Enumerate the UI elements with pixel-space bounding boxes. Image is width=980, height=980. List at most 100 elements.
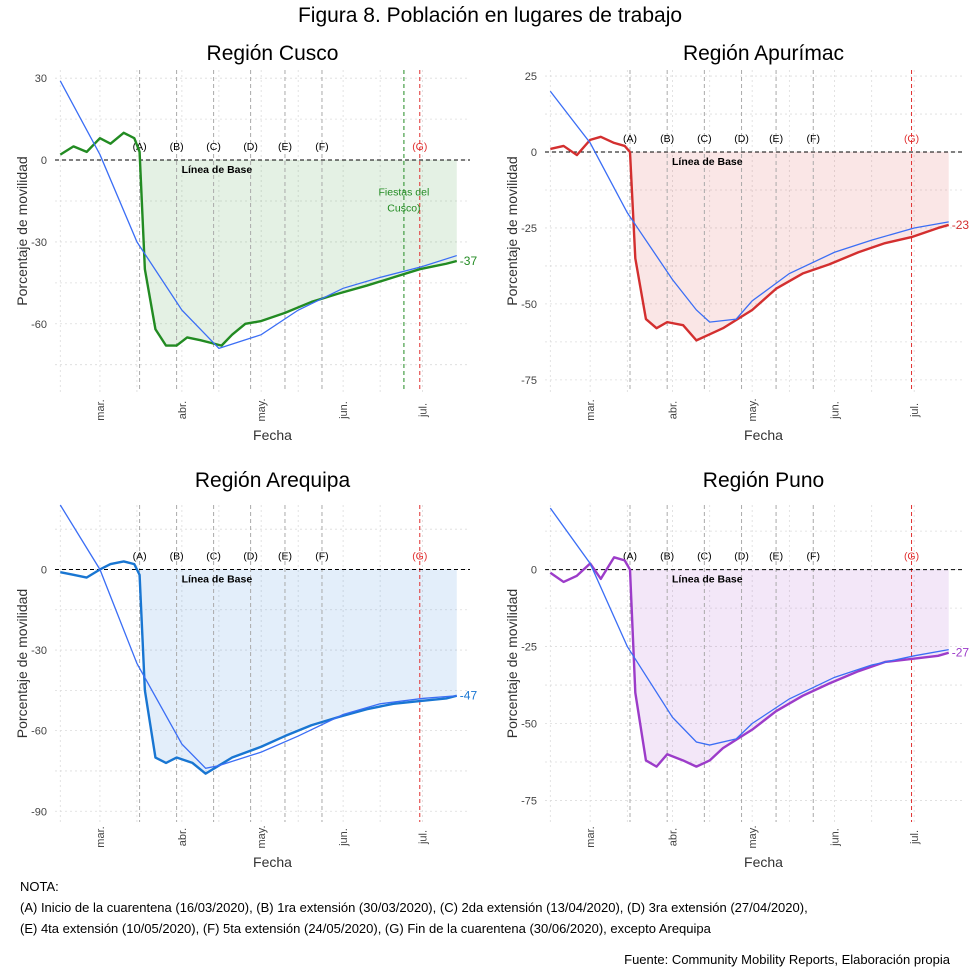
event-label: (E) bbox=[278, 550, 292, 562]
event-label: (C) bbox=[697, 133, 712, 145]
chart-panel-3: Región Arequipa 0 -30 -60 -90 mar. abr. may. jun… bbox=[14, 469, 477, 870]
x-tick-label: jul. bbox=[417, 830, 429, 845]
extra-event-label: Fiestas del bbox=[379, 187, 430, 199]
x-tick-label: may. bbox=[256, 825, 268, 848]
shaded-area bbox=[139, 569, 457, 774]
baseline-label: Línea de Base bbox=[672, 574, 743, 586]
x-tick-label: may. bbox=[747, 825, 759, 848]
event-label: (B) bbox=[170, 550, 184, 562]
shaded-area bbox=[629, 569, 949, 767]
event-label: (D) bbox=[734, 551, 749, 563]
x-axis-title: Fecha bbox=[744, 854, 783, 870]
y-tick-label: 0 bbox=[531, 147, 537, 159]
trend-line bbox=[549, 90, 949, 323]
y-tick-label: -50 bbox=[521, 299, 537, 311]
panel-title: Región Cusco bbox=[207, 42, 339, 65]
y-tick-label: 30 bbox=[35, 73, 47, 85]
shaded-area bbox=[139, 151, 457, 346]
y-tick-label: -75 bbox=[521, 795, 537, 807]
chart-panel-2: Región Apurímac 25 0 -25 -50 -75 mar. abr. may. j… bbox=[504, 42, 969, 443]
y-tick-label: -60 bbox=[31, 319, 47, 331]
x-axis-title: Fecha bbox=[744, 427, 783, 443]
event-label: (B) bbox=[660, 551, 674, 563]
y-tick-label: -90 bbox=[31, 806, 47, 818]
x-tick-label: mar. bbox=[95, 826, 107, 847]
event-label: (G) bbox=[412, 550, 427, 562]
x-tick-label: jul. bbox=[909, 403, 921, 418]
event-label: (G) bbox=[412, 141, 427, 153]
end-value-label: -47 bbox=[460, 689, 478, 703]
y-tick-label: -30 bbox=[31, 237, 47, 249]
x-tick-label: jun. bbox=[830, 828, 842, 847]
series-line bbox=[549, 556, 950, 768]
trend-line bbox=[59, 80, 457, 350]
panel-title: Región Apurímac bbox=[683, 42, 844, 65]
x-tick-label: abr. bbox=[177, 401, 189, 419]
x-tick-label: mar. bbox=[585, 399, 597, 420]
figure-title: Figura 8. Población en lugares de trabaj… bbox=[297, 4, 683, 27]
y-axis-title: Porcentaje de movilidad bbox=[14, 156, 30, 305]
y-tick-label: -75 bbox=[521, 375, 537, 387]
event-label: (B) bbox=[170, 141, 184, 153]
event-label: (B) bbox=[660, 133, 674, 145]
event-label: (D) bbox=[734, 133, 749, 145]
event-label: (D) bbox=[243, 141, 258, 153]
y-tick-label: 0 bbox=[41, 155, 47, 167]
event-label: (F) bbox=[807, 551, 820, 563]
end-value-label: -37 bbox=[460, 254, 478, 268]
event-label: (E) bbox=[769, 551, 783, 563]
chart-panel-4: Región Puno 0 -25 -50 -75 mar. abr. may. jun. jul… bbox=[504, 469, 969, 870]
x-tick-label: mar. bbox=[95, 399, 107, 420]
event-label: (F) bbox=[315, 550, 328, 562]
series-line bbox=[550, 135, 950, 342]
y-tick-label: -25 bbox=[521, 223, 537, 235]
event-label: (A) bbox=[623, 133, 637, 145]
series-line bbox=[59, 131, 458, 347]
x-axis-title: Fecha bbox=[253, 854, 292, 870]
x-tick-label: jun. bbox=[830, 401, 842, 420]
event-label: (C) bbox=[206, 550, 221, 562]
extra-event-label: Cusco) bbox=[387, 203, 420, 215]
event-label: (G) bbox=[904, 133, 919, 145]
trend-line bbox=[549, 507, 949, 746]
baseline-label: Línea de Base bbox=[182, 573, 253, 585]
x-tick-label: abr. bbox=[177, 828, 189, 846]
x-tick-label: mar. bbox=[585, 826, 597, 847]
end-value-label: -27 bbox=[952, 646, 970, 660]
baseline-label: Línea de Base bbox=[182, 164, 253, 176]
event-label: (A) bbox=[133, 550, 147, 562]
panel-title: Región Arequipa bbox=[195, 469, 351, 492]
event-label: (E) bbox=[769, 133, 783, 145]
y-tick-label: -60 bbox=[31, 726, 47, 738]
event-label: (F) bbox=[807, 133, 820, 145]
y-tick-label: -50 bbox=[521, 719, 537, 731]
y-tick-label: 0 bbox=[41, 564, 47, 576]
y-axis-title: Porcentaje de movilidad bbox=[504, 156, 520, 305]
event-label: (C) bbox=[697, 551, 712, 563]
x-tick-label: jul. bbox=[909, 830, 921, 845]
panel-title: Región Puno bbox=[703, 469, 824, 492]
trend-line bbox=[59, 504, 457, 769]
note-line-2: (E) 4ta extensión (10/05/2020), (F) 5ta … bbox=[20, 921, 711, 936]
baseline-label: Línea de Base bbox=[672, 156, 743, 168]
figure-source: Fuente: Community Mobility Reports, Elab… bbox=[624, 952, 950, 967]
event-label: (G) bbox=[904, 551, 919, 563]
chart-panel-1: Región Cusco 30 0 -30 -60 mar. abr. may. jun. jul… bbox=[14, 42, 477, 443]
event-label: (A) bbox=[623, 551, 637, 563]
figure-note: NOTA: (A) Inicio de la cuarentena (16/03… bbox=[20, 876, 808, 939]
note-line-1: (A) Inicio de la cuarentena (16/03/2020)… bbox=[20, 900, 808, 915]
note-header: NOTA: bbox=[20, 879, 59, 894]
event-label: (D) bbox=[243, 550, 258, 562]
event-label: (C) bbox=[206, 141, 221, 153]
end-value-label: -23 bbox=[952, 218, 970, 232]
x-tick-label: jun. bbox=[338, 828, 350, 847]
event-label: (F) bbox=[315, 141, 328, 153]
x-tick-label: jul. bbox=[417, 403, 429, 418]
y-tick-label: -25 bbox=[521, 642, 537, 654]
x-tick-label: may. bbox=[747, 398, 759, 421]
x-tick-label: abr. bbox=[667, 401, 679, 419]
x-tick-label: abr. bbox=[667, 828, 679, 846]
y-tick-label: 25 bbox=[525, 71, 537, 83]
shaded-area bbox=[629, 152, 949, 341]
